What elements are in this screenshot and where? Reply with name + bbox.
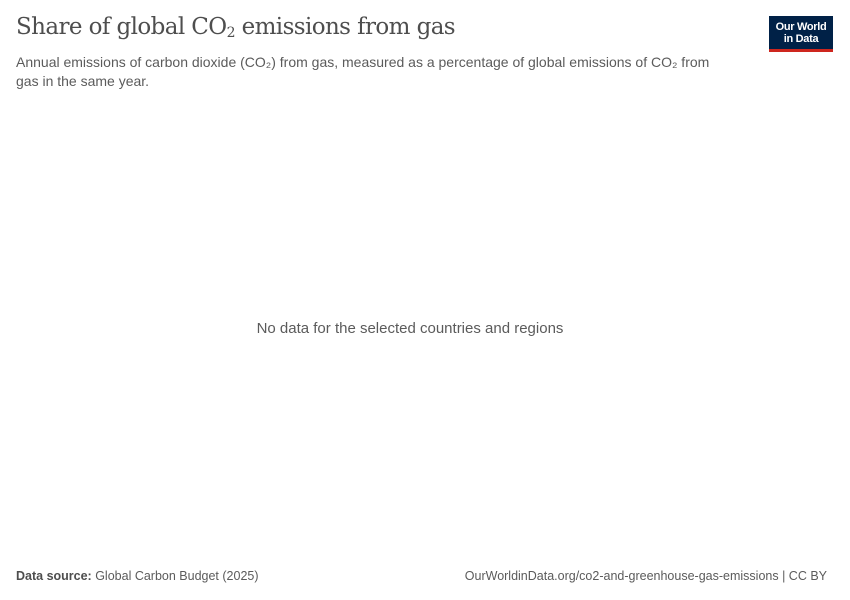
data-source: Data source: Global Carbon Budget (2025) — [16, 569, 259, 583]
title-subscript: 2 — [226, 25, 236, 41]
title-text-end: emissions from gas — [234, 14, 456, 40]
title-text: Share of global CO — [16, 14, 227, 40]
no-data-message: No data for the selected countries and r… — [256, 320, 564, 337]
owid-logo[interactable]: Our World in Data — [769, 16, 833, 52]
chart-subtitle: Annual emissions of carbon dioxide (CO₂)… — [16, 54, 710, 89]
data-source-label: Data source: — [16, 569, 92, 583]
source-url-link[interactable]: OurWorldinData.org/co2-and-greenhouse-ga… — [464, 569, 827, 583]
chart-title: Share of global CO2 emissions from gas — [16, 14, 456, 41]
logo-line-1: Our World — [775, 21, 827, 33]
data-source-value[interactable]: Global Carbon Budget (2025) — [91, 569, 259, 583]
logo-line-2: in Data — [783, 33, 819, 45]
